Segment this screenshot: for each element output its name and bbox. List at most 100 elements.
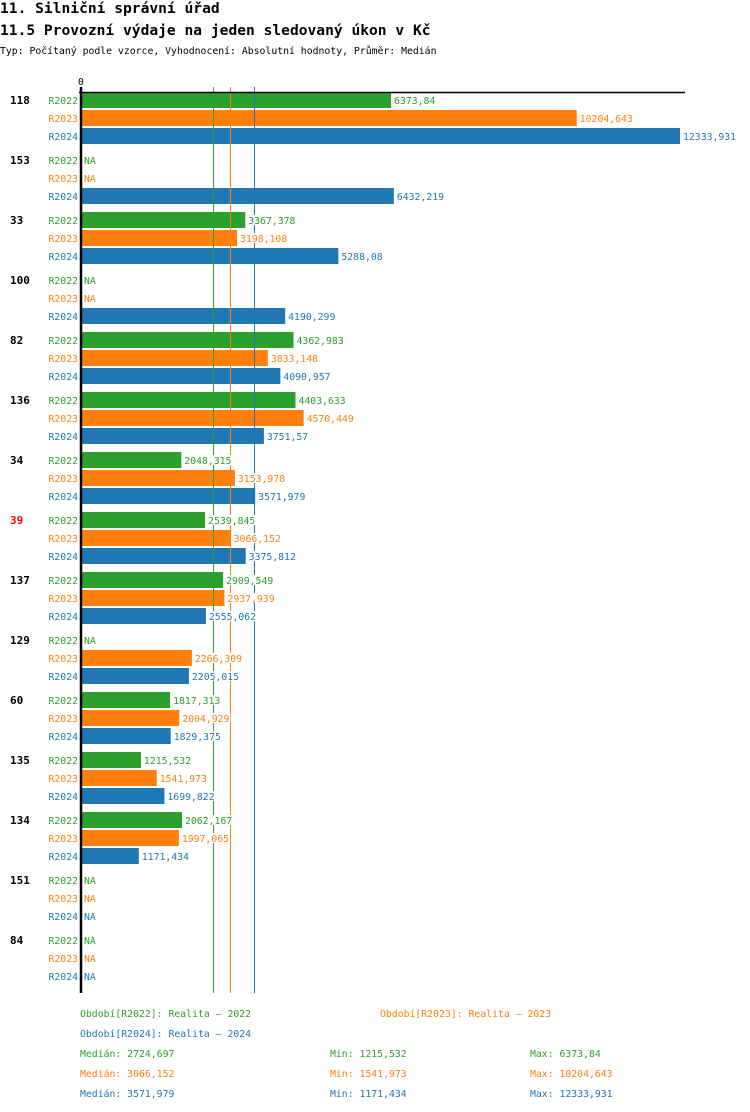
value-label-background [239, 233, 289, 243]
value-label-background [83, 911, 97, 921]
stat-min-r2022: Min: 1215,532 [330, 1049, 407, 1060]
value-label-background [190, 671, 241, 681]
value-label-background [172, 731, 222, 741]
series-label: R2022 [49, 936, 79, 947]
series-label: R2022 [49, 816, 79, 827]
value-label: 2539,845 [208, 516, 255, 527]
bar [82, 608, 206, 624]
bar [82, 92, 392, 108]
value-label: NA [84, 174, 96, 185]
series-label: R2022 [49, 96, 79, 107]
bar [82, 308, 286, 324]
value-label-background [282, 371, 332, 381]
bar [82, 452, 182, 468]
value-label-background [193, 653, 244, 663]
value-label: 2062,167 [185, 816, 232, 827]
value-label: 4570,449 [307, 414, 354, 425]
value-label-background [247, 215, 297, 225]
series-label: R2023 [49, 354, 79, 365]
value-label: 1541,973 [160, 774, 207, 785]
value-label-background [180, 833, 231, 843]
stat-max-r2024: Max: 12333,931 [530, 1089, 613, 1100]
bar [82, 410, 304, 426]
series-label: R2022 [49, 276, 79, 287]
legend-item-r2022: Období[R2022]: Realita – 2022 [80, 1008, 251, 1020]
value-label: 10204,643 [580, 114, 633, 125]
chart-title: 11.5 Provozní výdaje na jeden sledovaný … [0, 22, 431, 39]
value-label-background [393, 95, 437, 105]
series-label: R2022 [49, 396, 79, 407]
value-label: 2909,549 [226, 576, 273, 587]
stat-median-r2023: Medián: 3066,152 [80, 1068, 174, 1080]
bar [82, 752, 141, 768]
series-label: R2024 [49, 672, 79, 683]
category-label: 39 [10, 514, 23, 527]
bars [82, 92, 681, 864]
value-label-background [83, 173, 97, 183]
value-label-background [166, 791, 216, 801]
category-label: 135 [10, 754, 30, 767]
value-label: 2555,062 [209, 612, 256, 623]
series-label: R2023 [49, 894, 79, 905]
stat-median-r2024: Medián: 3571,979 [80, 1088, 174, 1100]
value-label: 3751,57 [267, 432, 308, 443]
bar [82, 230, 238, 246]
value-label-background [295, 335, 345, 345]
bar [82, 770, 157, 786]
value-label: 6432,219 [397, 192, 444, 203]
value-label: 3571,979 [258, 492, 305, 503]
value-label-background [257, 491, 307, 501]
value-label-background [682, 131, 738, 141]
value-label-background [183, 815, 234, 825]
value-label: NA [84, 936, 96, 947]
series-label: R2023 [49, 714, 79, 725]
value-label: 1171,434 [142, 852, 189, 863]
value-label-background [83, 971, 97, 981]
series-label: R2024 [49, 132, 79, 143]
value-labels: 6373,84 10204,643 12333,931 NA NA 6432,219 336… [83, 95, 738, 983]
series-label: R2024 [49, 732, 79, 743]
series-label: R2024 [49, 612, 79, 623]
value-label-background [142, 755, 193, 765]
series-label: R2024 [49, 912, 79, 923]
series-label: R2023 [49, 954, 79, 965]
bar [82, 128, 681, 144]
bar [82, 728, 171, 744]
bar [82, 332, 294, 348]
bar [82, 710, 180, 726]
series-label: R2022 [49, 636, 79, 647]
value-label-background [395, 191, 446, 201]
series-label: R2023 [49, 114, 79, 125]
value-label: 3375,812 [249, 552, 296, 563]
series-label: R2024 [49, 792, 79, 803]
value-label-background [265, 431, 310, 441]
value-label-background [83, 275, 97, 285]
value-label: 2266,309 [195, 654, 242, 665]
value-label-background [207, 611, 258, 621]
series-label: R2022 [49, 336, 79, 347]
series-label: R2022 [49, 156, 79, 167]
series-labels: R2022 R2023 R2024 R2022 R2023 R2024 R2022 R2023… [49, 96, 79, 983]
series-label: R2022 [49, 456, 79, 467]
value-label: 6373,84 [394, 96, 435, 107]
category-label: 137 [10, 574, 30, 587]
category-label: 84 [10, 934, 24, 947]
legend-item-r2024: Období[R2024]: Realita – 2024 [80, 1028, 251, 1040]
series-label: R2024 [49, 552, 79, 563]
bar [82, 470, 235, 486]
bar [82, 488, 256, 504]
bar [82, 590, 225, 606]
bar [82, 788, 165, 804]
value-label-background [181, 713, 231, 723]
value-label: NA [84, 276, 96, 287]
value-label-background [83, 953, 97, 963]
value-label-background [83, 635, 97, 645]
stat-min-r2023: Min: 1541,973 [330, 1069, 407, 1080]
value-label: NA [84, 876, 96, 887]
value-label: 4190,299 [288, 312, 335, 323]
value-label: 1829,375 [174, 732, 221, 743]
category-label: 134 [10, 814, 30, 827]
stat-max-r2023: Max: 10204,643 [530, 1069, 613, 1080]
value-label-background [83, 893, 97, 903]
